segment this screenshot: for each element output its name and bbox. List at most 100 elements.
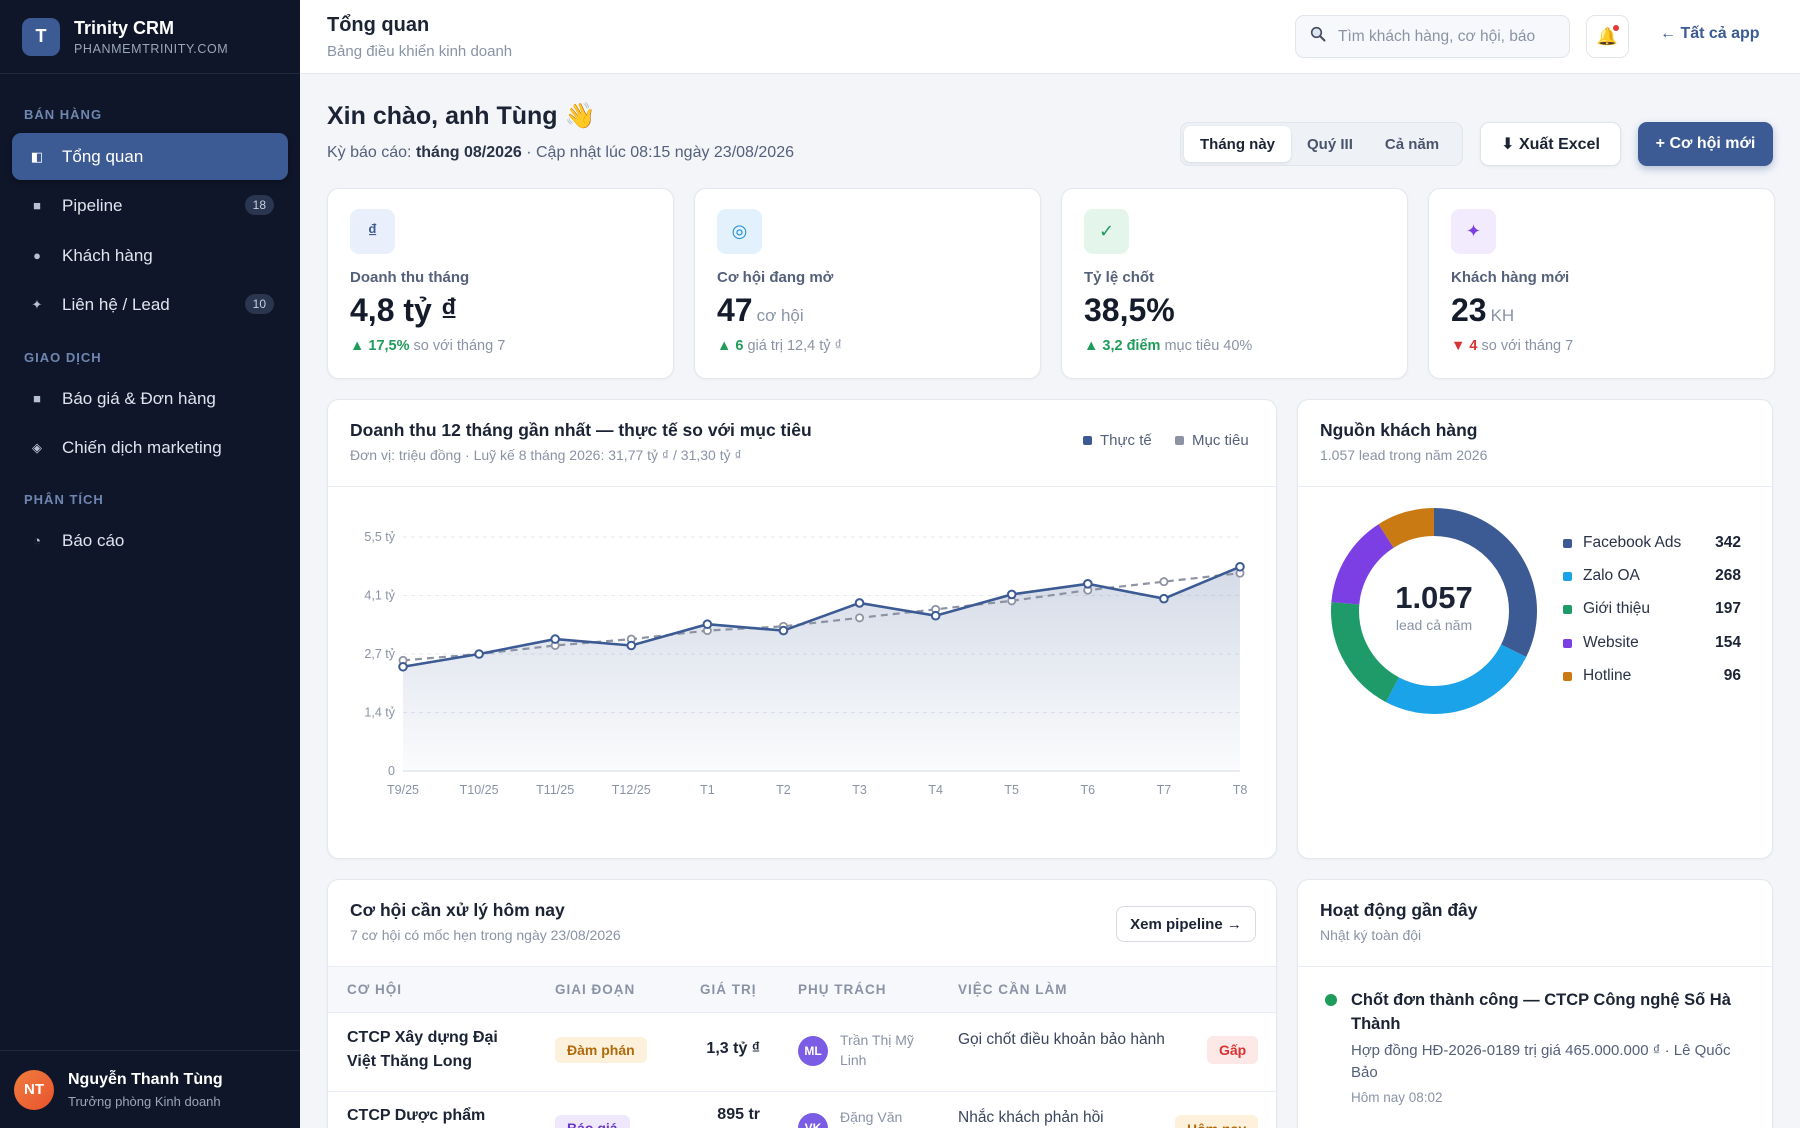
sidebar-item-quotes-orders[interactable]: ■ Báo giá & Đơn hàng: [12, 375, 288, 422]
source-row[interactable]: Hotline 96: [1563, 667, 1741, 685]
legend-swatch: [1175, 436, 1184, 445]
sidebar-item-label: Báo giá & Đơn hàng: [62, 388, 216, 408]
x-tick-label: T2: [776, 783, 791, 797]
source-swatch: [1563, 538, 1572, 548]
sidebar-item-leads[interactable]: ✦ Liên hệ / Lead 10: [12, 281, 288, 328]
kpi-card-open-opportunities[interactable]: ◎ Cơ hội đang mở 47 cơ hội ▲ 6 giá trị 12…: [694, 188, 1041, 379]
nav-section-analytics: PHÂN TÍCH: [24, 492, 104, 507]
actual-point: [854, 598, 865, 608]
donut-slice[interactable]: [1331, 508, 1537, 714]
kpi-footnote: ▲ 6 giá trị 12,4 tỷ ₫: [717, 338, 842, 354]
column-header[interactable]: VIỆC CẦN LÀM: [958, 982, 1068, 997]
tab-quarter[interactable]: Quý III: [1307, 135, 1353, 153]
kpi-card-new-customers[interactable]: ✦ Khách hàng mới 23 KH ▼ 4 so với tháng 7: [1428, 188, 1775, 379]
kpi-value-number: 23: [1451, 292, 1487, 328]
donut-center-value: 1.057: [1395, 580, 1473, 615]
kpi-value: 4,8 tỷ ₫: [350, 292, 461, 329]
target-icon: ◎: [717, 209, 762, 254]
activity-item-time: Hôm nay 08:02: [1351, 1090, 1443, 1105]
search-input[interactable]: [1338, 27, 1548, 46]
avatar: NT: [14, 1069, 54, 1110]
legend-actual[interactable]: Thực tế: [1083, 432, 1152, 449]
source-swatch: [1563, 604, 1572, 614]
deals-subtitle: 7 cơ hội có mốc hẹn trong ngày 23/08/202…: [350, 927, 621, 943]
source-row[interactable]: Facebook Ads 342: [1563, 534, 1741, 552]
search-box[interactable]: [1295, 15, 1570, 58]
export-excel-button[interactable]: ⬇ Xuất Excel: [1480, 122, 1621, 166]
column-header[interactable]: GIAI ĐOẠN: [555, 982, 636, 997]
tab-year[interactable]: Cả năm: [1384, 135, 1440, 153]
deal-name[interactable]: CTCP Dược phẩm: [347, 1107, 486, 1124]
y-tick-label: 2,7 tỷ: [364, 647, 395, 661]
notifications-button[interactable]: 🔔: [1586, 15, 1629, 58]
x-tick-label: T6: [1081, 783, 1096, 797]
sidebar-item-reports[interactable]: ◔ Báo cáo: [12, 517, 288, 564]
kpi-label: Cơ hội đang mở: [717, 269, 834, 286]
brand-name: Trinity CRM: [74, 17, 175, 38]
deal-value: 1,3 tỷ ₫: [706, 1040, 760, 1057]
source-name: Facebook Ads: [1583, 534, 1682, 551]
kpi-footnote: ▲ 3,2 điểm mục tiêu 40%: [1084, 338, 1252, 354]
nav-section-transactions: GIAO DỊCH: [24, 350, 102, 365]
x-tick-label: T11/25: [536, 783, 574, 797]
campaign-icon: ◈: [32, 439, 42, 455]
legend-label: Thực tế: [1100, 432, 1152, 449]
report-period: Kỳ báo cáo: tháng 08/2026 · Cập nhật lúc…: [327, 144, 794, 162]
actual-point: [550, 634, 560, 644]
legend-label: Mục tiêu: [1192, 432, 1249, 449]
brand[interactable]: T Trinity CRM PHANMEMTRINITY.COM: [0, 0, 300, 74]
sidebar-item-pipeline[interactable]: ■ Pipeline 18: [12, 182, 288, 229]
x-tick-label: T12/25: [612, 783, 651, 797]
kpi-card-revenue[interactable]: ₫ Doanh thu tháng 4,8 tỷ ₫ ▲ 17,5% so vớ…: [327, 188, 674, 379]
stage-badge: Báo giá: [555, 1115, 630, 1128]
recent-activity-card: Hoạt động gần đây Nhật ký toàn đội: [1297, 879, 1773, 1128]
y-tick-label: 0: [388, 764, 395, 778]
kpi-note: so với tháng 7: [1481, 338, 1574, 354]
x-tick-label: T4: [928, 783, 943, 797]
activity-title: Hoạt động gần đây: [1320, 900, 1478, 920]
deal-name[interactable]: CTCP Xây dựng Đại Việt Thăng Long: [347, 1029, 498, 1070]
current-user[interactable]: NT Nguyễn Thanh Tùng Trưởng phòng Kinh d…: [0, 1050, 300, 1128]
divider: [1298, 966, 1772, 967]
kpi-delta: ▼ 4: [1451, 338, 1478, 354]
leads-count-badge: 10: [244, 294, 274, 314]
table-header-bg: [328, 967, 1276, 1012]
kpi-card-close-rate[interactable]: ✓ Tỷ lệ chốt 38,5% ▲ 3,2 điểm mục tiêu 4…: [1061, 188, 1408, 379]
sidebar-item-overview[interactable]: ◧ Tổng quan: [12, 133, 288, 180]
column-header[interactable]: GIÁ TRỊ: [700, 982, 757, 997]
actual-point: [1159, 593, 1169, 604]
legend-target[interactable]: Mục tiêu: [1175, 432, 1249, 449]
actual-area: [403, 566, 1240, 771]
avatar: VK: [798, 1113, 828, 1128]
source-row[interactable]: Zalo OA 268: [1563, 567, 1741, 585]
divider: [328, 1091, 1276, 1092]
kpi-delta: ▲ 3,2 điểm: [1084, 338, 1161, 354]
y-tick-label: 1,4 tỷ: [364, 706, 395, 720]
page-subtitle: Bảng điều khiển kinh doanh: [327, 43, 513, 60]
owner-name: Đặng Văn: [840, 1109, 903, 1125]
revenue-chart-card: Doanh thu 12 tháng gần nhất — thực tế so…: [327, 399, 1277, 859]
view-pipeline-button[interactable]: Xem pipeline →: [1116, 906, 1256, 942]
page-title: Tổng quan: [327, 14, 430, 36]
x-tick-label: T3: [852, 783, 867, 797]
source-row[interactable]: Giới thiệu 197: [1563, 600, 1741, 618]
source-row[interactable]: Website 154: [1563, 634, 1741, 652]
x-tick-label: T5: [1004, 783, 1019, 797]
chart-title: Doanh thu 12 tháng gần nhất — thực tế so…: [350, 420, 812, 440]
column-header[interactable]: PHỤ TRÁCH: [798, 982, 887, 997]
source-name: Website: [1583, 634, 1639, 651]
divider: [328, 1012, 1276, 1013]
new-opportunity-button[interactable]: + Cơ hội mới: [1638, 122, 1773, 166]
tab-this-month[interactable]: Tháng này: [1184, 126, 1292, 162]
sidebar-item-campaigns[interactable]: ◈ Chiến dịch marketing: [12, 424, 288, 471]
donut-slice[interactable]: [1331, 508, 1537, 714]
y-tick-label: 5,5 tỷ: [364, 530, 395, 544]
sidebar-item-customers[interactable]: ● Khách hàng: [12, 232, 288, 279]
source-swatch: [1563, 671, 1572, 681]
column-header[interactable]: CƠ HỘI: [347, 982, 403, 997]
donut-slice[interactable]: [1331, 508, 1537, 714]
kpi-value: 23 KH: [1451, 292, 1514, 329]
source-swatch: [1563, 638, 1572, 648]
all-apps-link[interactable]: ← Tất cả app: [1660, 25, 1760, 42]
actual-point: [1083, 579, 1093, 589]
